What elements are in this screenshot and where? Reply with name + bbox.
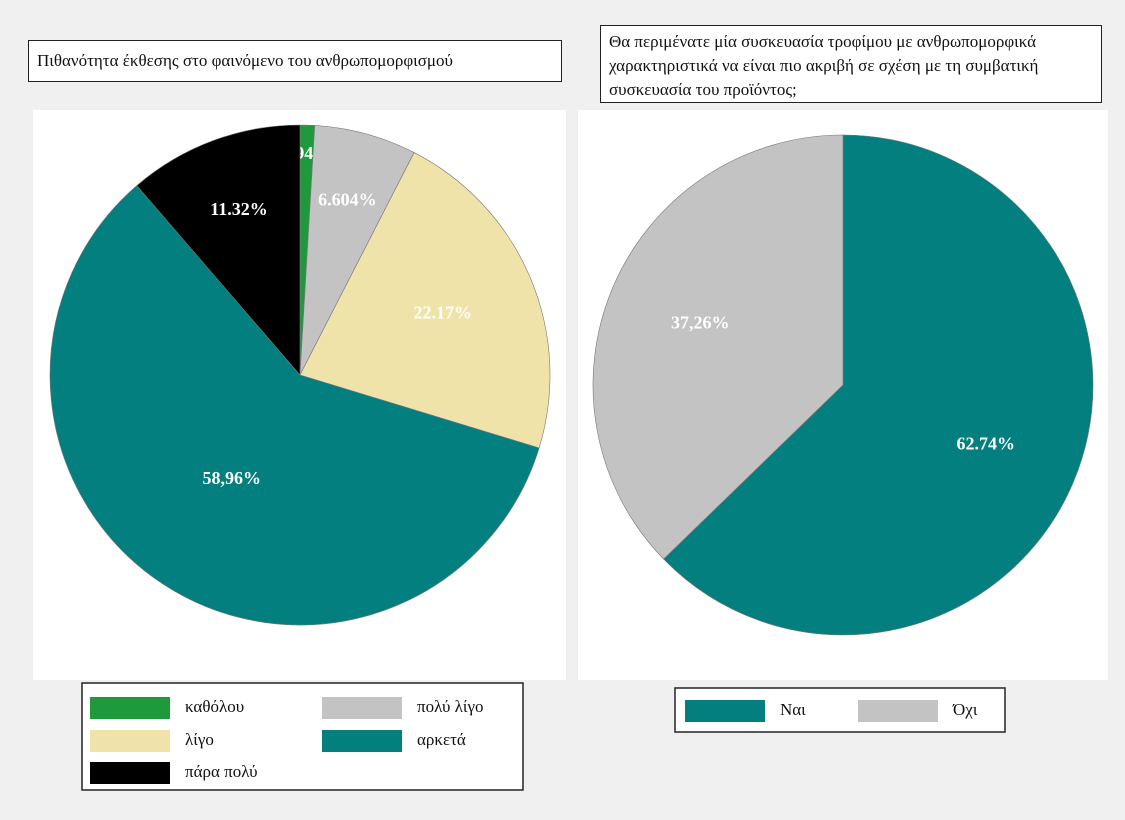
pie-slice [592, 134, 844, 560]
legend-label: πολύ λίγο [417, 697, 484, 716]
legend-label: αρκετά [417, 730, 466, 749]
legend-swatch [90, 762, 170, 784]
value-label: 37,26% [671, 313, 730, 333]
legend-swatch [90, 697, 170, 719]
legend-label: Ναι [780, 700, 806, 719]
legend-swatch [322, 697, 402, 719]
pie-slice [49, 185, 540, 626]
legend-label: Όχι [952, 700, 978, 719]
value-label: 11.32% [210, 199, 268, 219]
legend-label: καθόλου [185, 697, 244, 716]
legend-swatch [322, 730, 402, 752]
value-label: 6.604% [318, 189, 377, 209]
chart-title: Πιθανότητα έκθεσης στο φαινόμενο του ανθ… [28, 40, 562, 82]
legend-label: πάρα πολύ [185, 762, 258, 781]
value-label: 22.17% [414, 303, 473, 323]
legend-label: λίγο [185, 730, 214, 749]
chart-title: Θα περιμένατε μία συσκευασία τροφίμου με… [600, 25, 1102, 103]
legend-swatch [858, 700, 938, 722]
value-label: 58,96% [202, 468, 261, 488]
legend-swatch [90, 730, 170, 752]
pie-slice [663, 134, 1094, 636]
pie-slice [136, 124, 301, 376]
value-label: 62.74% [957, 434, 1016, 454]
legend [674, 687, 1006, 733]
pie-slice [299, 152, 551, 449]
legend-swatch [685, 700, 765, 722]
